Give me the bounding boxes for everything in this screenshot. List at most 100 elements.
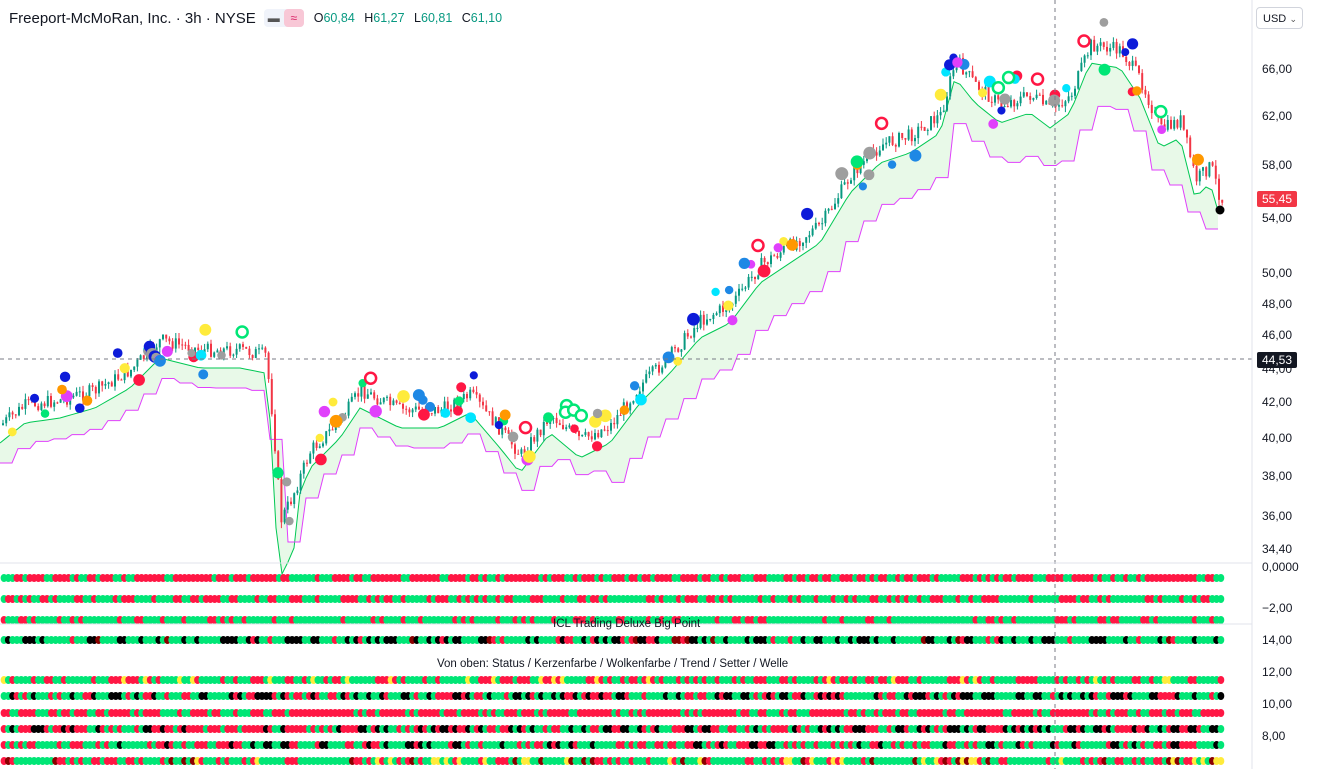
indicator-toggle-pill[interactable]: ▬ ≈ (263, 9, 304, 27)
cloud-line (0, 62, 1219, 576)
candle-body (290, 501, 292, 505)
candle-body (283, 509, 286, 523)
minus-icon[interactable]: ▬ (267, 11, 280, 25)
candle-body (1064, 101, 1067, 107)
candle-body (254, 349, 257, 358)
candle-body (1032, 98, 1035, 100)
candle-body (859, 164, 862, 174)
candle-body (184, 344, 187, 346)
candle-body (1138, 65, 1140, 74)
candle-body (565, 427, 568, 430)
candle-body (898, 132, 900, 147)
candle-body (133, 366, 136, 370)
signal-marker (863, 169, 875, 181)
candle-body (395, 400, 398, 403)
candle-body (136, 359, 139, 367)
candle-body (350, 396, 353, 402)
candle-body (968, 71, 971, 73)
candle-body (1112, 41, 1115, 48)
candle-body (229, 346, 232, 356)
candle-body (1125, 56, 1128, 63)
candle-body (904, 138, 907, 140)
candle-body (197, 347, 200, 351)
candle-body (718, 305, 721, 314)
band-line (0, 105, 1218, 543)
candle-body (430, 413, 433, 415)
candle-body (894, 144, 897, 147)
candle-body (1086, 55, 1089, 57)
candle-body (277, 451, 280, 480)
candle-body (725, 310, 728, 312)
signal-marker (863, 146, 877, 160)
candle-body (1022, 92, 1025, 97)
candle-body (1093, 39, 1096, 52)
candle-body (738, 288, 740, 296)
ring-marker (751, 238, 765, 253)
candle-body (539, 429, 542, 436)
candle-body (322, 443, 324, 447)
candle-body (917, 126, 920, 139)
price-tick: 48,00 (1262, 297, 1293, 311)
candle-body (1166, 119, 1169, 130)
candle-body (594, 433, 596, 440)
candle-body (98, 381, 100, 394)
signal-marker (619, 405, 630, 415)
candle-body (2, 423, 4, 425)
candle-body (446, 401, 449, 410)
candle-body (763, 257, 766, 263)
candle-body (1019, 96, 1022, 104)
candle-body (712, 314, 715, 319)
candle-body (645, 374, 648, 383)
candle-body (363, 385, 366, 399)
signal-marker (1126, 38, 1139, 50)
candle-body (936, 115, 939, 124)
candle-body (488, 411, 491, 413)
signal-marker (74, 403, 85, 413)
currency-select[interactable]: USD ⌄ (1256, 7, 1303, 29)
signal-marker (773, 243, 783, 253)
candle-body (706, 319, 708, 325)
candle-body (734, 295, 737, 304)
signal-marker (723, 300, 734, 311)
price-tick: 34,40 (1262, 542, 1293, 556)
candle-body (914, 138, 916, 142)
symbol-title[interactable]: Freeport-McMoRan, Inc. · 3h · NYSE (9, 9, 256, 27)
indicator-dot (1217, 636, 1225, 644)
candle-body (216, 350, 219, 353)
candle-body (379, 402, 382, 405)
candle-body (242, 344, 244, 347)
candle-body (1147, 94, 1150, 105)
candle-body (901, 132, 904, 139)
candle-body (907, 129, 910, 140)
candle-body (485, 405, 488, 412)
candle-body (590, 436, 593, 440)
candle-body (770, 255, 772, 265)
candle-body (1106, 46, 1108, 52)
signal-marker (29, 393, 40, 403)
candle-body (11, 412, 14, 415)
approx-icon[interactable]: ≈ (283, 9, 304, 27)
signal-marker (1157, 125, 1167, 134)
candle-body (1221, 199, 1224, 203)
candle-body (939, 111, 942, 116)
indicator-dot (1217, 616, 1225, 624)
candle-body (1035, 94, 1038, 99)
candle-body (814, 222, 817, 229)
chevron-down-icon: ⌄ (1289, 14, 1297, 24)
candle-body (1016, 103, 1019, 107)
signal-marker (673, 356, 683, 366)
pane3-title: Von oben: Status / Kerzenfarbe / Wolkenf… (437, 658, 789, 670)
candle-body (709, 318, 712, 320)
candle-body (542, 422, 545, 436)
candle-body (990, 101, 993, 103)
candle-body (1058, 105, 1060, 107)
cloud-fill (0, 63, 1218, 574)
signal-marker (198, 369, 209, 380)
candle-body (680, 349, 683, 352)
candle-body (930, 116, 932, 130)
candle-body (824, 210, 827, 224)
candle-body (581, 434, 584, 437)
candle-body (1003, 106, 1006, 108)
candle-body (773, 255, 776, 257)
